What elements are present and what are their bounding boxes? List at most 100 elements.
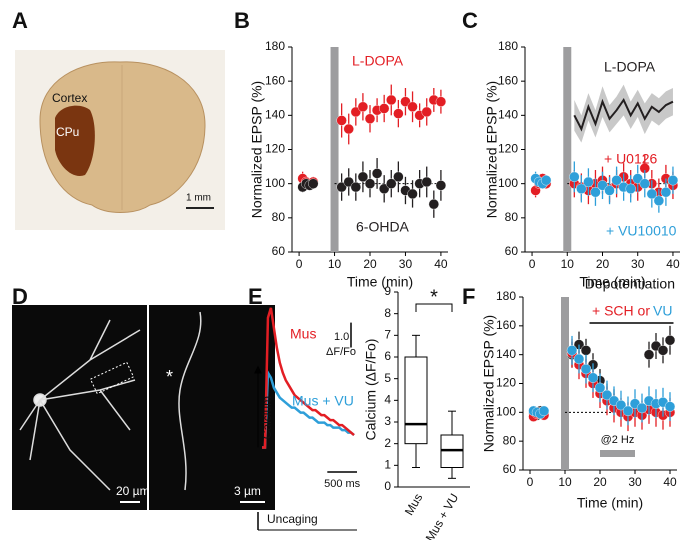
point xyxy=(646,188,658,200)
chart-title: Depotentiation xyxy=(585,276,675,292)
point xyxy=(421,106,432,118)
stim-bar xyxy=(600,450,635,457)
panel-letter: D xyxy=(12,284,28,309)
arrow-head xyxy=(254,365,262,374)
series-label: Mus + VU xyxy=(292,393,354,409)
y-tick-label: 8 xyxy=(384,306,391,320)
x-tick-label: 0 xyxy=(529,257,536,271)
point xyxy=(378,103,390,114)
y-scale-unit: ΔF/Fo xyxy=(326,346,356,358)
y-tick-label: 4 xyxy=(384,393,391,407)
point xyxy=(566,345,578,356)
y-axis-label: Normalized EPSP (%) xyxy=(481,315,497,452)
point xyxy=(400,96,411,107)
point xyxy=(576,183,587,194)
box xyxy=(404,356,428,445)
point xyxy=(343,176,354,188)
x-axis-label: Time (min) xyxy=(577,495,643,511)
y-tick-label: 80 xyxy=(503,433,517,447)
y-tick-label: 80 xyxy=(505,210,519,224)
point xyxy=(604,185,615,196)
y-tick-label: 120 xyxy=(496,376,516,390)
series-label: L-DOPA xyxy=(604,59,656,75)
series-label: L-DOPA xyxy=(352,53,404,69)
neuron xyxy=(19,311,202,491)
point xyxy=(336,115,347,126)
point xyxy=(428,198,440,210)
x-tick-label: 10 xyxy=(561,257,575,271)
x-tick-label: 30 xyxy=(628,475,642,489)
point xyxy=(611,175,622,186)
y-tick-label: 140 xyxy=(265,108,285,122)
point xyxy=(639,178,650,189)
x-tick-label: Mus xyxy=(402,491,425,518)
point xyxy=(667,175,679,186)
region-label: CPu xyxy=(56,125,79,139)
point xyxy=(357,171,369,183)
series-label: + VU10010 xyxy=(606,223,677,239)
point xyxy=(643,349,655,360)
x-tick-label: 10 xyxy=(328,257,342,271)
point xyxy=(653,195,665,206)
y-tick-label: 1 xyxy=(384,458,391,472)
y-axis-label: Calcium (ΔF/Fo) xyxy=(363,339,379,441)
y-tick-label: 9 xyxy=(384,284,391,298)
significance-label: * xyxy=(430,286,438,308)
point xyxy=(601,389,613,401)
y-tick-label: 160 xyxy=(498,73,518,87)
y-axis-label: Normalized EPSP (%) xyxy=(484,81,500,218)
y-tick-label: 6 xyxy=(384,349,391,363)
y-tick-label: 80 xyxy=(272,210,286,224)
point xyxy=(657,345,669,356)
y-tick-label: 160 xyxy=(496,318,516,332)
point xyxy=(615,399,627,411)
point xyxy=(308,178,319,189)
x-tick-label: 30 xyxy=(399,257,413,271)
y-tick-label: 140 xyxy=(496,347,516,361)
y-tick-label: 120 xyxy=(498,142,518,156)
point xyxy=(357,101,369,112)
x-axis-label: Time (min) xyxy=(347,274,413,290)
y-tick-label: 2 xyxy=(384,436,391,450)
x-tick-label: 0 xyxy=(527,475,534,489)
x-tick-label: 30 xyxy=(631,257,645,271)
x-scale-label: 500 ms xyxy=(324,478,361,490)
error-band xyxy=(574,84,673,143)
point xyxy=(350,106,362,118)
y-tick-label: 60 xyxy=(503,462,517,476)
point xyxy=(594,382,606,394)
trace xyxy=(262,368,355,449)
point xyxy=(407,188,418,200)
x-tick-label: 40 xyxy=(434,257,448,271)
panel-letter: C xyxy=(462,8,478,33)
treatment-bar xyxy=(563,47,572,252)
point xyxy=(580,345,592,356)
point xyxy=(632,173,643,184)
point xyxy=(421,176,432,188)
point xyxy=(622,405,634,417)
point xyxy=(364,178,376,189)
point xyxy=(435,180,447,191)
series-label: 6-OHDA xyxy=(356,219,410,235)
point xyxy=(573,353,585,365)
point xyxy=(378,183,390,194)
point xyxy=(590,187,601,198)
y-tick-label: 120 xyxy=(265,142,285,156)
point xyxy=(386,94,397,106)
point xyxy=(435,96,447,107)
point xyxy=(336,181,347,193)
point xyxy=(343,123,354,135)
roi-box xyxy=(89,361,135,395)
significance-bracket xyxy=(415,303,453,312)
point xyxy=(664,401,676,412)
x-axis-label: Uncaging xyxy=(267,512,318,526)
y-tick-label: 180 xyxy=(265,39,285,53)
y-axis-label: Normalized EPSP (%) xyxy=(249,81,265,218)
y-scale-label: 1.0 xyxy=(334,331,349,343)
x-tick-label: 20 xyxy=(593,475,607,489)
y-axis-label: Calcium xyxy=(260,396,274,439)
point xyxy=(393,108,404,119)
panel-letter: B xyxy=(234,8,250,33)
brain-slice-image: Cortex CPu 1 mm xyxy=(15,50,225,230)
y-tick-label: 180 xyxy=(498,39,518,53)
